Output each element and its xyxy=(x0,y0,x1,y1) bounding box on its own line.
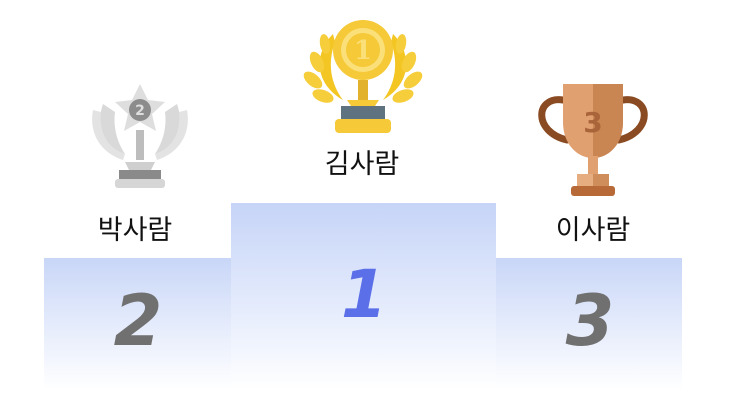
second-place-rank: 2 xyxy=(113,280,163,362)
second-place-name: 박사람 xyxy=(97,215,173,246)
first-place-podium xyxy=(231,203,496,390)
third-place-name: 이사람 xyxy=(555,215,631,246)
third-place-rank: 3 xyxy=(565,280,615,362)
svg-text:2: 2 xyxy=(135,103,145,119)
gold-trophy-icon: 1 xyxy=(303,14,423,136)
bronze-trophy-icon: 3 xyxy=(533,82,653,200)
silver-trophy-icon: 2 xyxy=(85,82,195,192)
first-place-rank: 1 xyxy=(341,256,387,333)
svg-text:1: 1 xyxy=(354,36,372,66)
first-place-name: 김사람 xyxy=(324,149,400,180)
second-place-podium xyxy=(44,258,232,390)
third-place-podium xyxy=(496,258,682,390)
svg-text:3: 3 xyxy=(583,106,602,139)
